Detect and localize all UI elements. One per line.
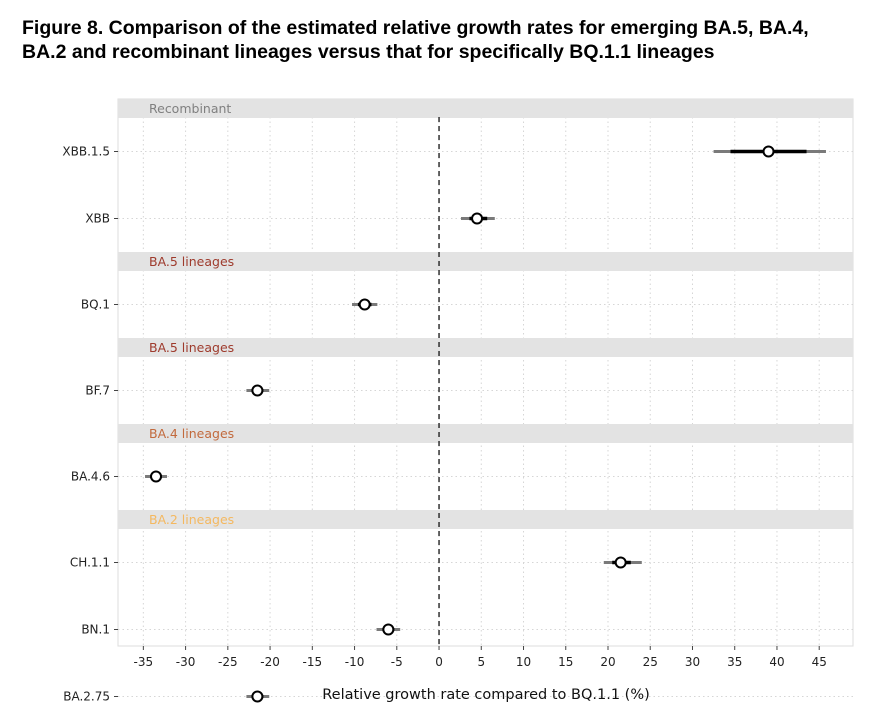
point-estimate <box>614 556 627 569</box>
point-estimate <box>762 145 775 158</box>
x-tick-label: 20 <box>600 655 615 669</box>
y-tick-label: CH.1.1 <box>70 556 110 570</box>
facet-strip-label: Recombinant <box>149 101 231 116</box>
figure-title: Figure 8. Comparison of the estimated re… <box>22 16 882 64</box>
point-estimate <box>150 470 163 483</box>
plot-panel-border <box>117 98 854 647</box>
x-tick-label: 40 <box>769 655 784 669</box>
facet-strip-background <box>118 252 853 271</box>
x-tick-label: 30 <box>685 655 700 669</box>
point-estimate <box>251 384 264 397</box>
x-tick-label: -25 <box>218 655 238 669</box>
x-tick-label: -30 <box>176 655 196 669</box>
x-tick-label: 35 <box>727 655 742 669</box>
facet-strip-label: BA.4 lineages <box>149 426 234 441</box>
x-tick-label: -15 <box>303 655 323 669</box>
facet-strip-label: BA.5 lineages <box>149 254 234 269</box>
y-tick-label: XBB.1.5 <box>62 145 110 159</box>
y-tick-label: BA.4.6 <box>71 470 110 484</box>
point-estimate <box>471 212 484 225</box>
estimate-marks <box>145 145 826 703</box>
facet-strip-label: BA.5 lineages <box>149 340 234 355</box>
figure-title-line-2: BA.2 and recombinant lineages versus tha… <box>22 41 715 63</box>
point-estimate <box>251 690 264 703</box>
axes: -35 -30 -25 -20 -15 -10 -5 0 5 10 15 20 25 30 35 40 45 XB… <box>62 145 826 704</box>
x-tick-label: 10 <box>516 655 531 669</box>
facet-strip-label: BA.2 lineages <box>149 512 234 527</box>
y-tick-label: XBB <box>85 212 110 226</box>
y-tick-label: BQ.1 <box>81 298 110 312</box>
x-tick-label: 15 <box>558 655 573 669</box>
x-tick-label: 25 <box>643 655 658 669</box>
y-tick-label: BF.7 <box>85 384 110 398</box>
x-tick-label: -35 <box>134 655 154 669</box>
x-axis-title: Relative growth rate compared to BQ.1.1 … <box>322 687 650 703</box>
x-tick-label: 0 <box>435 655 443 669</box>
y-tick-label: BA.2.75 <box>63 690 110 704</box>
grid-lines <box>118 99 853 697</box>
facet-strip-background <box>118 99 853 118</box>
x-tick-label: -20 <box>260 655 280 669</box>
point-estimate <box>358 298 371 311</box>
point-estimate <box>382 623 395 636</box>
facet-strip-background <box>118 510 853 529</box>
x-tick-label: -10 <box>345 655 365 669</box>
facet-strip-background <box>118 338 853 357</box>
facet-strip-background <box>118 424 853 443</box>
plot-panel <box>117 98 854 647</box>
y-tick-label: BN.1 <box>81 623 110 637</box>
figure-title-line-1: Figure 8. Comparison of the estimated re… <box>22 17 809 39</box>
x-tick-label: 5 <box>477 655 485 669</box>
x-tick-label: 45 <box>812 655 827 669</box>
facet-strips: Recombinant BA.5 lineages BA.5 lineages BA.… <box>118 99 853 529</box>
x-tick-label: -5 <box>391 655 403 669</box>
